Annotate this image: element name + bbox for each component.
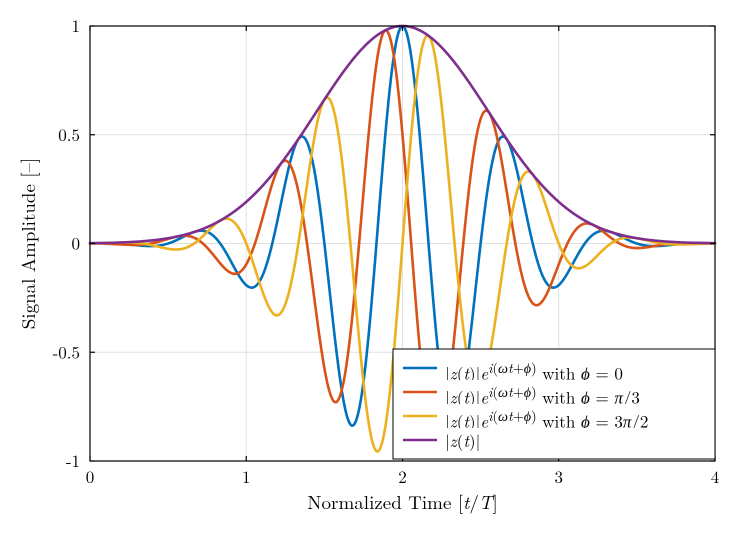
xtick-label: 1 (242, 464, 251, 488)
legend: |z(t)|ei(ωt+ϕ) with ϕ = 0|z(t)|ei(ωt+ϕ) … (393, 349, 715, 459)
legend-label: |z(t)| (445, 428, 705, 452)
legend-label: |z(t)|ei(ωt+ϕ) with ϕ = 0 (445, 356, 705, 380)
xtick-label: 3 (555, 464, 564, 488)
xtick-label: 2 (398, 464, 407, 488)
ytick-label: 0 (72, 231, 81, 255)
legend-label: |z(t)|ei(ωt+ϕ) with ϕ = 3π/2 (445, 404, 705, 428)
legend-label: |z(t)|ei(ωt+ϕ) with ϕ = π/3 (445, 380, 705, 404)
x-axis-title: Normalized Time [t/T] (307, 488, 497, 515)
ytick-label: -0.5 (53, 339, 80, 363)
y-axis-title: Signal Amplitude [–] (14, 158, 41, 330)
ytick-label: 1 (72, 13, 81, 37)
xtick-label: 4 (711, 464, 720, 488)
ytick-label: -1 (66, 448, 80, 472)
chart-svg: 0 1 2 3 4 -1 -0.5 0 0.5 1 Normalized Time [t/T] Sig… (0, 0, 750, 536)
chart-container: 0 1 2 3 4 -1 -0.5 0 0.5 1 Normalized Time [t/T] Sig… (0, 0, 750, 536)
ytick-label: 0.5 (58, 122, 80, 146)
xtick-label: 0 (86, 464, 95, 488)
